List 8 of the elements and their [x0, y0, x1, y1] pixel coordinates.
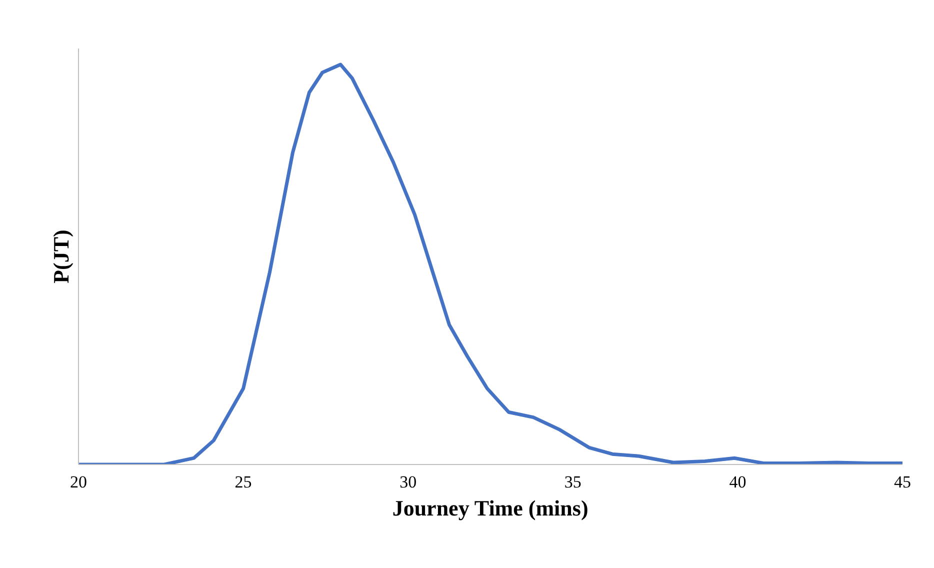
- x-tick-label: 25: [234, 472, 252, 492]
- x-axis-title: Journey Time (mins): [392, 496, 588, 520]
- y-axis-title: P(JT): [48, 230, 74, 284]
- x-tick-label: 45: [894, 472, 911, 492]
- x-tick-label: 35: [564, 472, 582, 492]
- x-tick-label: 20: [70, 472, 87, 492]
- x-tick-label: 40: [729, 472, 746, 492]
- x-tick-label: 30: [400, 472, 417, 492]
